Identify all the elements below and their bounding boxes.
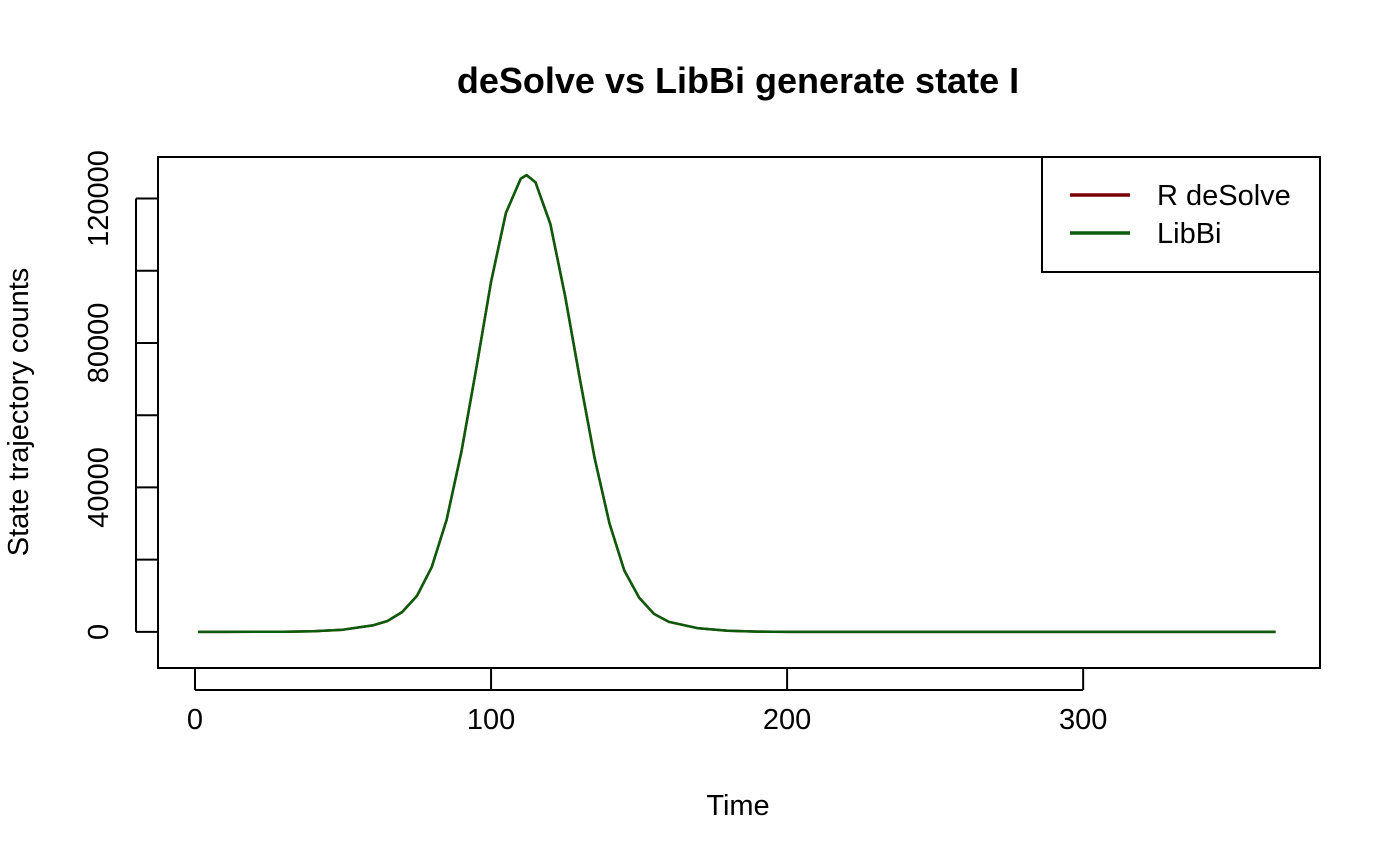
legend-box xyxy=(1041,156,1321,273)
y-axis: 0 40000 80000 120000 xyxy=(83,150,158,640)
series-line xyxy=(198,173,1276,634)
series-layer xyxy=(198,173,1276,634)
x-axis-label: Time xyxy=(706,790,769,822)
x-axis: 0 100 200 300 xyxy=(187,668,1107,736)
legend-label: LibBi xyxy=(1157,218,1222,250)
y-tick-label: 40000 xyxy=(83,447,115,528)
legend: R deSolve LibBi xyxy=(1041,156,1321,273)
y-tick-label: 80000 xyxy=(83,303,115,384)
x-tick-label: 300 xyxy=(1059,704,1107,736)
y-tick-label: 0 xyxy=(83,624,115,640)
chart-title: deSolve vs LibBi generate state I xyxy=(457,60,1019,101)
x-tick-label: 0 xyxy=(187,704,203,736)
y-axis-label: State trajectory counts xyxy=(3,268,35,557)
x-tick-label: 200 xyxy=(763,704,811,736)
plot-frame xyxy=(157,156,1321,669)
y-tick-label: 120000 xyxy=(83,150,115,247)
x-tick-label: 100 xyxy=(467,704,515,736)
legend-label: R deSolve xyxy=(1157,180,1291,212)
